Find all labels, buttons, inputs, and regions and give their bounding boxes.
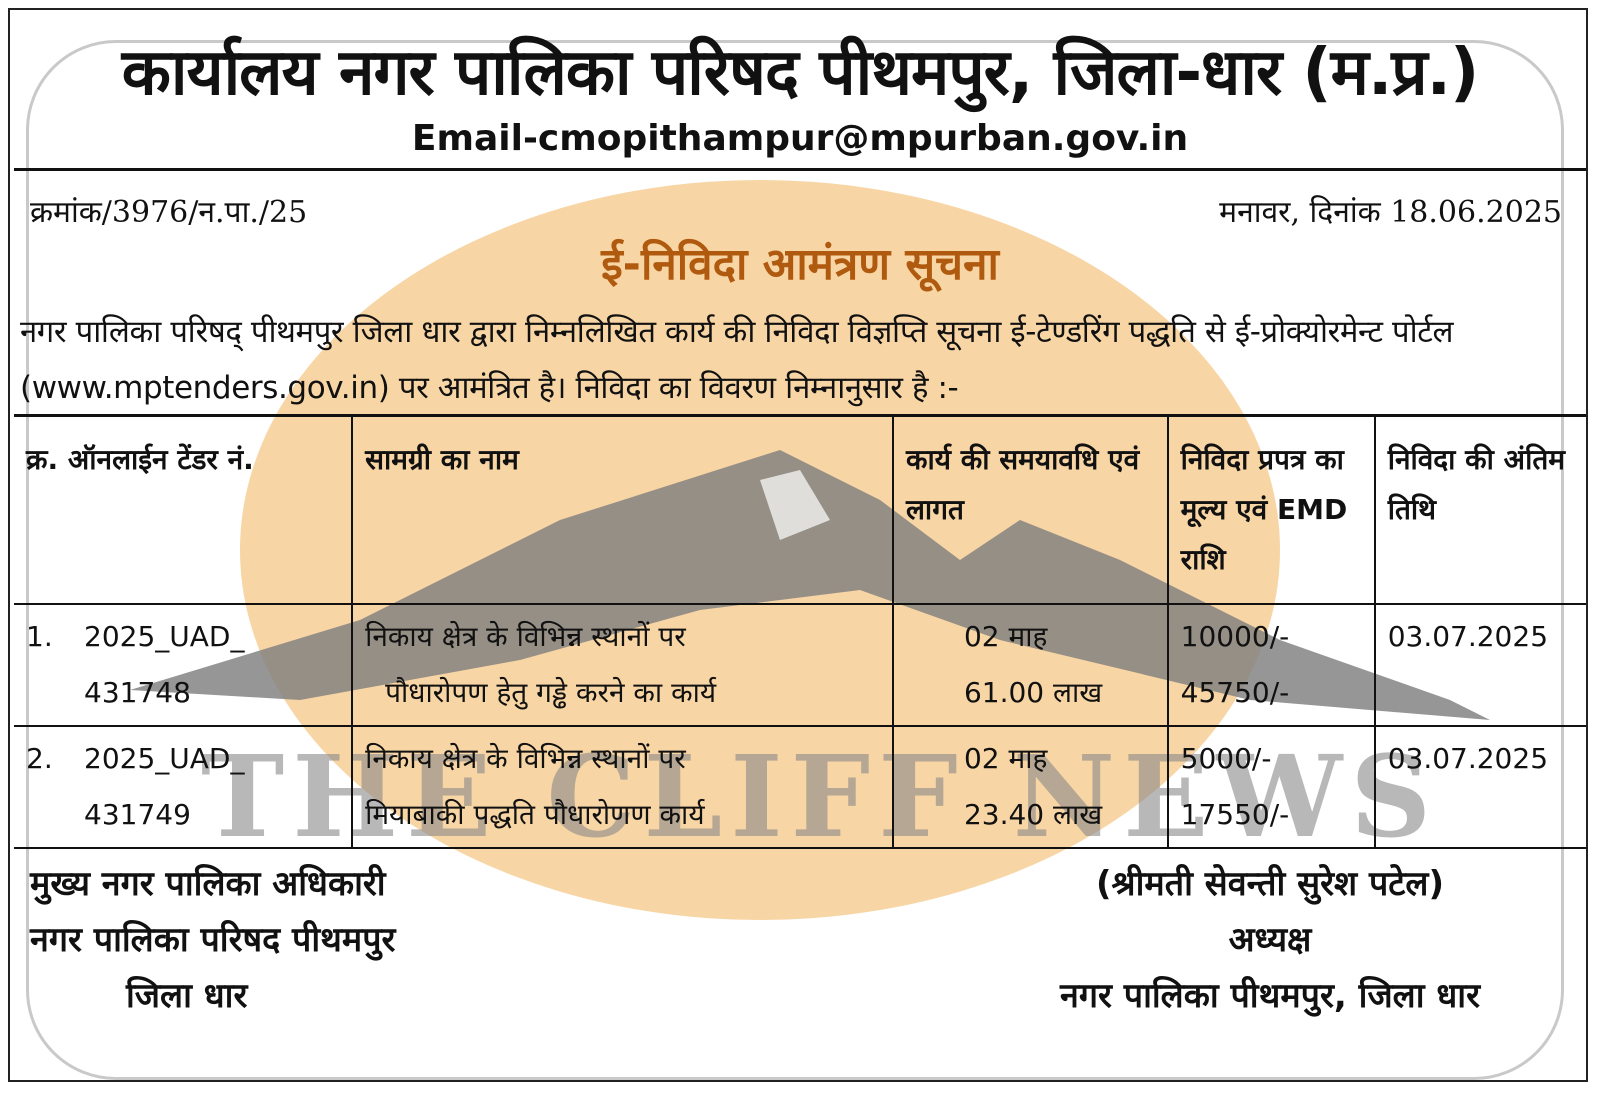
table-row: 2. 2025_UAD_ 431749 निकाय क्षेत्र के विभि… xyxy=(14,725,1586,849)
fee-emd-cell: 10000/- 45750/- xyxy=(1166,603,1376,727)
duration-cost-cell: 02 माह 61.00 लाख xyxy=(891,603,1169,727)
signature-right-line: अध्यक्ष xyxy=(1228,920,1312,960)
signature-right-line: नगर पालिका पीथमपुर, जिला धार xyxy=(1060,976,1480,1016)
signature-right-line: (श्रीमती सेवन्ती सुरेश पटेल) xyxy=(1095,864,1445,904)
cost: 61.00 लाख xyxy=(963,676,1103,709)
signature-left-line: नगर पालिका परिषद पीथमपुर xyxy=(30,920,396,960)
header-item-name: सामग्री का नाम xyxy=(351,414,894,605)
duration-cost-cell: 02 माह 23.40 लाख xyxy=(891,725,1169,849)
header-duration-cost: कार्य की समयावधि एवं लागत xyxy=(891,414,1169,605)
notice-date: मनावर, दिनांक 18.06.2025 xyxy=(1219,195,1562,230)
item-line2: मियाबाकी पद्धति पौधारोणण कार्य xyxy=(365,798,705,831)
tender-id-line2: 431749 xyxy=(84,798,191,831)
tender-number-cell: 2. 2025_UAD_ 431749 xyxy=(14,725,354,849)
tender-id-line2: 431748 xyxy=(84,676,191,709)
fee-emd-cell: 5000/- 17550/- xyxy=(1166,725,1376,849)
item-name-cell: निकाय क्षेत्र के विभिन्न स्थानों पर पौधा… xyxy=(351,603,894,727)
header-sno-tender: क्र. ऑनलाईन टेंडर नं. xyxy=(14,414,354,605)
signature-left-line: जिला धार xyxy=(126,976,248,1016)
header-divider xyxy=(14,168,1586,171)
row-sno: 2. xyxy=(26,742,53,775)
form-fee: 10000/- xyxy=(1180,620,1290,653)
item-line1: निकाय क्षेत्र के विभिन्न स्थानों पर xyxy=(365,742,686,775)
last-date-cell: 03.07.2025 xyxy=(1373,603,1586,727)
notice-intro: नगर पालिका परिषद् पीथमपुर जिला धार द्वार… xyxy=(20,314,1454,406)
duration: 02 माह xyxy=(963,742,1048,775)
emd: 17550/- xyxy=(1180,798,1290,831)
item-line1: निकाय क्षेत्र के विभिन्न स्थानों पर xyxy=(365,620,686,653)
tender-number-cell: 1. 2025_UAD_ 431748 xyxy=(14,603,354,727)
office-email: Email-cmopithampur@mpurban.gov.in xyxy=(411,118,1189,159)
last-date-cell: 03.07.2025 xyxy=(1373,725,1586,849)
reference-number: क्रमांक/3976/न.पा./25 xyxy=(30,195,308,230)
tender-table: क्र. ऑनलाईन टेंडर नं. सामग्री का नाम कार… xyxy=(14,414,1586,849)
form-fee: 5000/- xyxy=(1180,742,1272,775)
notice-heading: ई-निविदा आमंत्रण सूचना xyxy=(601,239,999,290)
item-line2: पौधारोपण हेतु गड्ढे करने का कार्य xyxy=(385,676,717,709)
header-last-date: निविदा की अंतिम तिथि xyxy=(1373,414,1586,605)
tender-id-line1: 2025_UAD_ xyxy=(84,742,245,775)
row-sno: 1. xyxy=(26,620,53,653)
signature-left: मुख्य नगर पालिका अधिकारी नगर पालिका परिष… xyxy=(30,856,395,1024)
duration: 02 माह xyxy=(963,620,1048,653)
office-title: कार्यालय नगर पालिका परिषद पीथमपुर, जिला-… xyxy=(121,36,1480,110)
cost: 23.40 लाख xyxy=(963,798,1103,831)
page-border xyxy=(8,8,1588,1082)
tender-id-line1: 2025_UAD_ xyxy=(84,620,245,653)
signature-left-line: मुख्य नगर पालिका अधिकारी xyxy=(30,864,386,904)
item-name-cell: निकाय क्षेत्र के विभिन्न स्थानों पर मिया… xyxy=(351,725,894,849)
signature-right: (श्रीमती सेवन्ती सुरेश पटेल) अध्यक्ष नगर… xyxy=(1000,856,1540,1024)
table-header-row: क्र. ऑनलाईन टेंडर नं. सामग्री का नाम कार… xyxy=(14,414,1586,605)
table-row: 1. 2025_UAD_ 431748 निकाय क्षेत्र के विभि… xyxy=(14,603,1586,727)
emd: 45750/- xyxy=(1180,676,1290,709)
header-form-fee-emd: निविदा प्रपत्र का मूल्य एवं EMD राशि xyxy=(1166,414,1376,605)
